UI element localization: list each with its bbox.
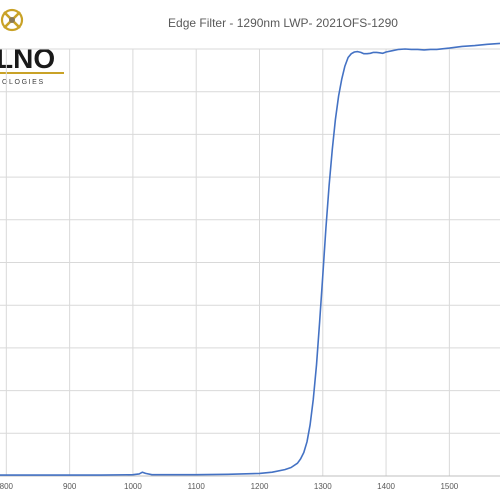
x-tick-label: 900	[63, 482, 77, 491]
logo-tagline: OLOGIES	[2, 79, 45, 86]
x-tick-label: 800	[0, 482, 14, 491]
chart-title: Edge Filter - 1290nm LWP- 2021OFS-1290	[168, 16, 398, 30]
x-tick-label: 1500	[440, 482, 458, 491]
x-tick-label: 1300	[314, 482, 332, 491]
logo-divider	[0, 72, 64, 74]
series-layer	[0, 42, 500, 476]
logo-emblem-icon	[0, 8, 24, 32]
x-tick-label: 1000	[124, 482, 142, 491]
company-logo: LNO OLOGIES	[0, 8, 64, 86]
x-tick-label: 1100	[188, 482, 206, 491]
x-tick-label: 1200	[251, 482, 269, 491]
x-tick-label: 1400	[377, 482, 395, 491]
grid	[0, 48, 500, 476]
series-line	[0, 42, 500, 476]
logo-wordmark: LNO	[0, 43, 55, 74]
x-tick-labels: 800 900 1000 1100 1200 1300 1400 1500	[0, 482, 459, 491]
